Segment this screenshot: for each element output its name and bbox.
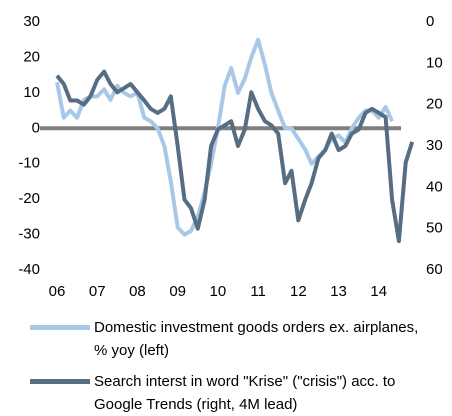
y-tick-label: 20 bbox=[23, 48, 40, 65]
y-tick-label: 10 bbox=[23, 84, 40, 101]
chart: -40 -30 -20 -10 0 10 20 30 0 10 20 30 40 50 60 06 07 08 09… bbox=[18, 13, 443, 300]
x-tick-label: 09 bbox=[169, 283, 186, 300]
y2-tick-label: 30 bbox=[426, 137, 443, 154]
series-line bbox=[55, 69, 415, 244]
x-tick-label: 08 bbox=[129, 283, 146, 300]
x-tick-label: 10 bbox=[210, 283, 227, 300]
y2-tick-label: 10 bbox=[426, 54, 443, 71]
legend-label: Domestic investment goods orders ex. air… bbox=[94, 319, 419, 359]
y2-tick-label: 40 bbox=[426, 178, 443, 195]
y2-tick-label: 20 bbox=[426, 96, 443, 113]
legend-label: Search interst in word "Krise" ("crisis"… bbox=[94, 373, 396, 413]
y-tick-label: -20 bbox=[18, 190, 40, 207]
y-tick-label: -40 bbox=[18, 261, 40, 278]
y-tick-label: -10 bbox=[18, 155, 40, 172]
series-line bbox=[55, 37, 394, 237]
y-tick-label: 30 bbox=[23, 13, 40, 30]
x-tick-label: 13 bbox=[330, 283, 347, 300]
x-tick-label: 14 bbox=[370, 283, 387, 300]
y-tick-label: 0 bbox=[32, 119, 40, 136]
y-tick-label: -30 bbox=[18, 226, 40, 243]
legend-swatch bbox=[30, 325, 90, 330]
legend-swatch bbox=[30, 379, 90, 384]
x-tick-label: 11 bbox=[250, 283, 266, 300]
legend-item: Domestic investment goods orders ex. air… bbox=[30, 316, 434, 362]
legend-item: Search interst in word "Krise" ("crisis"… bbox=[30, 370, 434, 416]
x-tick-label: 06 bbox=[49, 283, 66, 300]
y2-tick-label: 0 bbox=[426, 13, 434, 30]
y2-tick-label: 50 bbox=[426, 220, 443, 237]
x-tick-label: 12 bbox=[290, 283, 307, 300]
x-tick-label: 07 bbox=[89, 283, 106, 300]
y2-tick-label: 60 bbox=[426, 261, 443, 278]
